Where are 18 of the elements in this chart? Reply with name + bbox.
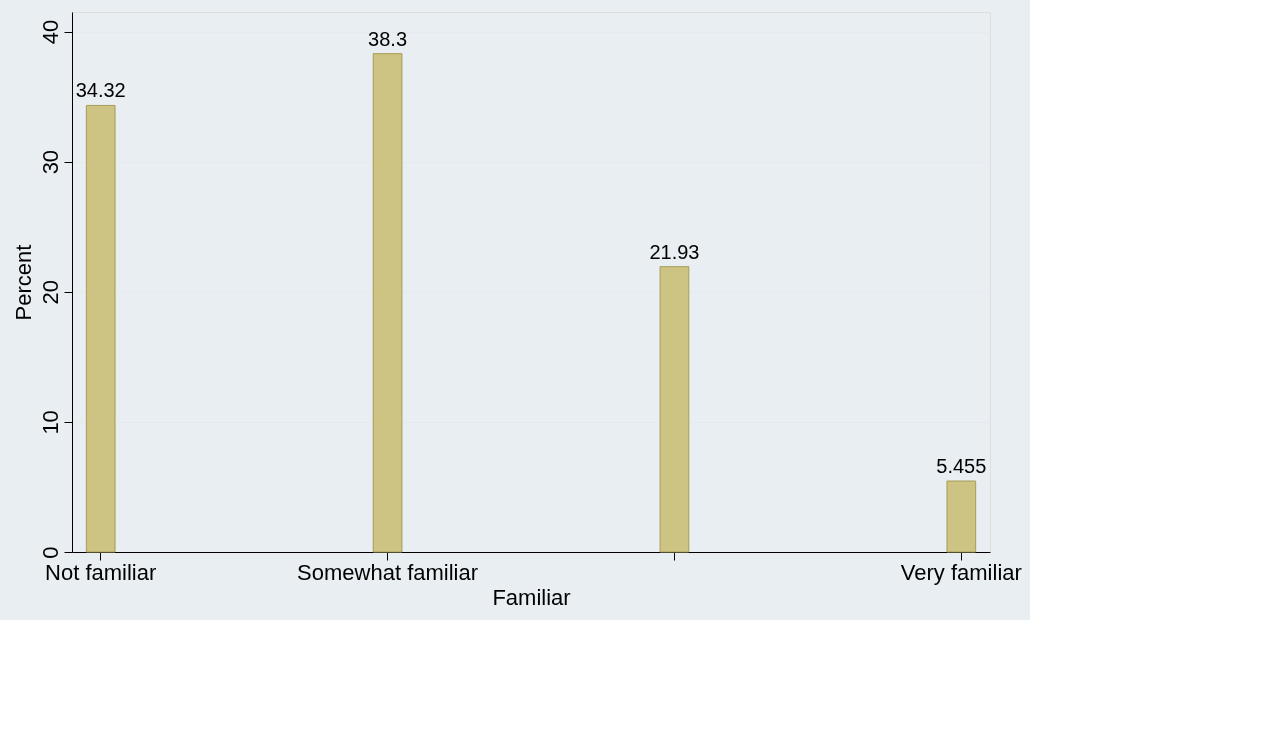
x-tick-label: Very familiar [900,559,1022,585]
bar [372,53,403,553]
x-tick-label: Somewhat familiar [297,559,479,585]
bar [946,480,977,553]
y-tick-label: 30 [37,149,63,175]
data-label: 21.93 [649,240,700,263]
x-tick-label: Not familiar [45,559,157,585]
y-axis-title: Percent [10,244,36,321]
bar [659,266,690,553]
y-tick-label: 40 [37,19,63,45]
data-label: 5.455 [936,455,987,478]
data-label: 38.3 [368,27,408,50]
x-axis-title: Familiar [492,584,571,610]
y-tick-label: 0 [37,546,63,559]
y-tick-label: 20 [37,280,63,305]
bar [85,104,116,553]
data-label: 34.32 [75,79,126,102]
y-tick-label: 10 [37,410,63,435]
